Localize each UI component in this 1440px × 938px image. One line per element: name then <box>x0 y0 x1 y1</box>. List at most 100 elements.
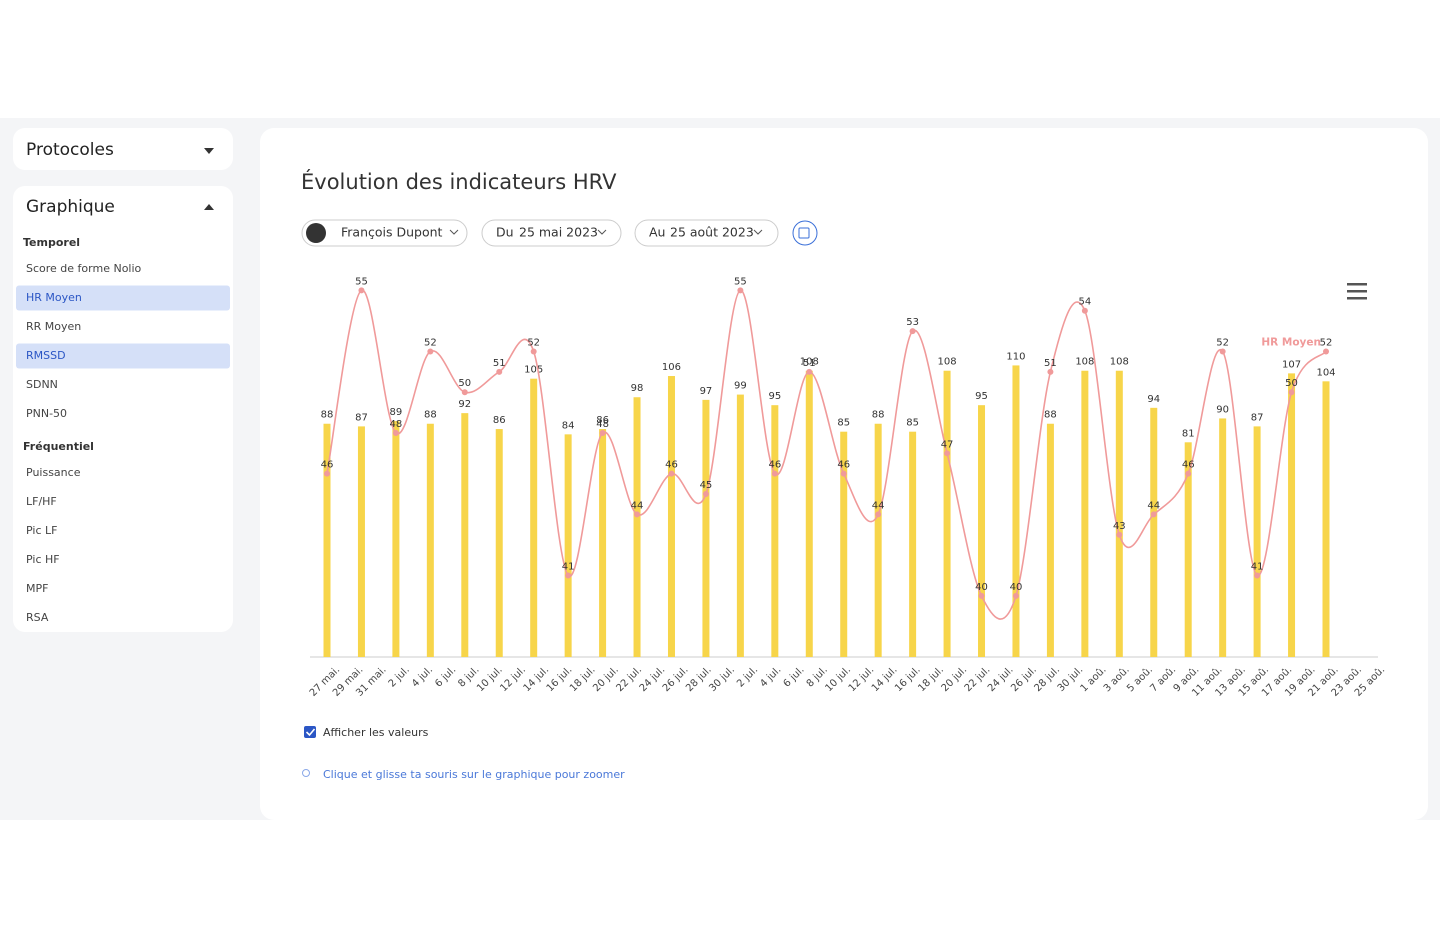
bar <box>599 429 607 657</box>
line-value: 53 <box>906 317 919 328</box>
line-value: 52 <box>527 337 540 348</box>
menu-item[interactable]: RR Moyen <box>26 320 81 333</box>
bar <box>667 376 675 657</box>
bar <box>1150 407 1158 657</box>
line-value: 46 <box>1182 460 1195 471</box>
line-value: 52 <box>1320 337 1333 348</box>
menu-item[interactable]: Puissance <box>26 466 81 479</box>
point <box>909 328 916 335</box>
group-title: Fréquentiel <box>23 440 94 453</box>
menu-item[interactable]: HR Moyen <box>26 291 82 304</box>
point <box>668 470 675 477</box>
point <box>565 572 572 579</box>
line-value: 48 <box>390 419 403 430</box>
bar <box>564 434 572 657</box>
bar-value: 86 <box>493 415 506 426</box>
bar <box>495 429 503 657</box>
menu-item[interactable]: Pic HF <box>26 553 60 566</box>
menu-item[interactable]: RSA <box>26 611 49 624</box>
bar-value: 105 <box>524 365 543 376</box>
line-value: 48 <box>596 419 609 430</box>
bar <box>633 397 641 657</box>
point <box>737 287 744 294</box>
bar-value: 108 <box>800 357 819 368</box>
page-title: Évolution des indicateurs HRV <box>301 169 617 194</box>
point <box>427 348 434 355</box>
line-value: 50 <box>458 378 471 389</box>
series-label: HR Moyen <box>1261 336 1321 348</box>
point <box>944 450 951 457</box>
menu-highlight <box>16 343 230 369</box>
bar <box>874 423 882 657</box>
menu-item[interactable]: MPF <box>26 582 48 595</box>
bar-value: 85 <box>837 418 850 429</box>
avatar <box>306 223 326 243</box>
line-value: 51 <box>493 358 506 369</box>
menu-item[interactable]: PNN-50 <box>26 407 67 420</box>
bar-value: 94 <box>1147 394 1160 405</box>
point <box>1116 531 1123 538</box>
point <box>358 287 365 294</box>
line-value: 50 <box>1285 378 1298 389</box>
bar-value: 108 <box>1075 357 1094 368</box>
bar <box>909 431 917 657</box>
line-value: 52 <box>1216 337 1229 348</box>
checkbox[interactable] <box>304 726 316 738</box>
graph-title: Graphique <box>26 197 115 217</box>
chevron <box>449 229 459 235</box>
bar-value: 85 <box>906 418 919 429</box>
menu-button[interactable] <box>1347 283 1367 300</box>
to-select[interactable] <box>634 219 779 247</box>
bar-value: 97 <box>700 386 713 397</box>
bar <box>978 405 986 657</box>
point <box>324 470 330 477</box>
bulb-icon <box>302 769 310 777</box>
bar-value: 87 <box>1251 412 1264 423</box>
menu-highlight <box>16 285 230 311</box>
bar-value: 81 <box>1182 428 1195 439</box>
point <box>461 389 468 396</box>
bar <box>1288 373 1296 657</box>
menu-item[interactable]: Pic LF <box>26 524 57 537</box>
point <box>702 491 709 498</box>
bar <box>426 423 434 657</box>
bar-value: 110 <box>1006 351 1025 362</box>
bar <box>392 421 400 657</box>
line-value: 41 <box>1251 562 1264 573</box>
line-value: 44 <box>1147 500 1160 511</box>
athlete-select[interactable] <box>301 219 468 247</box>
menu-item[interactable]: RMSSD <box>26 349 66 362</box>
to-date: 25 août 2023 <box>670 225 754 240</box>
group-title: Temporel <box>23 236 80 249</box>
protocols-card[interactable] <box>13 128 233 170</box>
bar-value: 89 <box>390 407 403 418</box>
bar-value: 87 <box>355 412 368 423</box>
bar-value: 86 <box>596 415 609 426</box>
bar <box>702 399 710 657</box>
bar <box>1219 418 1227 657</box>
bar <box>1115 370 1123 657</box>
bar <box>1184 442 1192 657</box>
point <box>1081 307 1088 314</box>
bar <box>771 405 779 657</box>
bar <box>530 378 538 657</box>
point <box>806 368 813 375</box>
point <box>840 470 847 477</box>
icon <box>798 227 810 239</box>
menu-item[interactable]: LF/HF <box>26 495 57 508</box>
point <box>1219 348 1226 355</box>
bar-value: 108 <box>1110 357 1129 368</box>
point <box>978 592 985 599</box>
athlete: François Dupont <box>341 225 443 240</box>
line-value: 45 <box>700 480 713 491</box>
export-button[interactable] <box>792 220 818 246</box>
bar-value: 95 <box>975 391 988 402</box>
bar-value: 99 <box>734 381 747 392</box>
bar-value: 106 <box>662 362 681 373</box>
point <box>599 429 606 436</box>
menu-item[interactable]: Score de forme Nolio <box>26 262 142 275</box>
from-select[interactable] <box>481 219 622 247</box>
menu-item[interactable]: SDNN <box>26 378 58 391</box>
protocols-title: Protocoles <box>26 140 114 160</box>
bar-value: 88 <box>424 410 437 421</box>
